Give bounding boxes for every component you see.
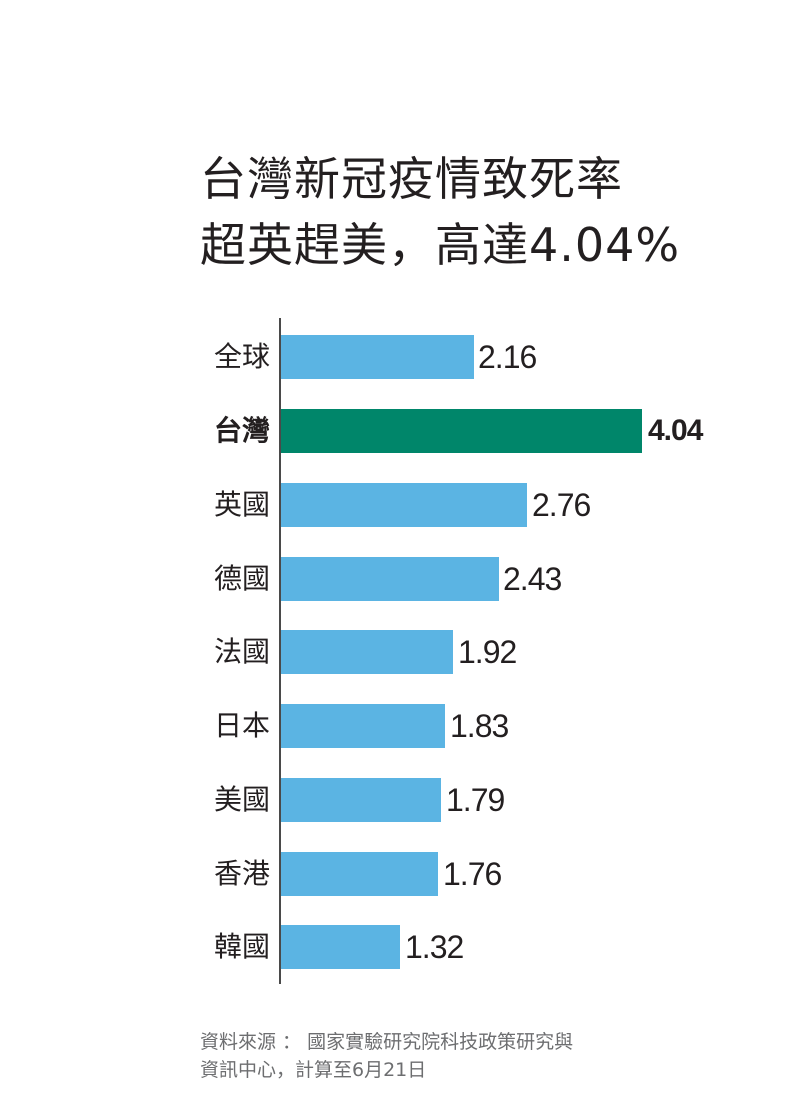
chart-title: 台灣新冠疫情致死率 超英趕美，高達4.04%	[200, 146, 760, 278]
bar-row: 英國 2.76	[0, 483, 792, 527]
bar	[281, 557, 499, 601]
category-label: 法國	[213, 635, 270, 668]
category-label: 美國	[213, 783, 270, 816]
value-label: 2.76	[532, 487, 591, 523]
value-label: 1.32	[405, 929, 464, 965]
category-label: 英國	[213, 488, 270, 521]
category-label: 日本	[213, 709, 270, 742]
bar	[281, 778, 441, 822]
bar	[281, 483, 527, 527]
value-label: 2.43	[503, 561, 562, 597]
bar-highlight	[281, 409, 642, 453]
value-label: 1.79	[446, 782, 505, 818]
bar	[281, 704, 445, 748]
bar-row: 韓國 1.32	[0, 925, 792, 969]
value-label: 4.04	[648, 414, 703, 447]
bar	[281, 852, 438, 896]
category-label: 全球	[213, 340, 270, 373]
source-note-line-2: 資訊中心，計算至6月21日	[200, 1059, 427, 1081]
bar-row: 德國 2.43	[0, 557, 792, 601]
bar-row: 美國 1.79	[0, 778, 792, 822]
category-label: 韓國	[213, 930, 270, 963]
bar	[281, 925, 400, 969]
bar-row: 法國 1.92	[0, 630, 792, 674]
value-label: 1.92	[458, 634, 517, 670]
y-axis-line	[279, 318, 281, 984]
bar-row-highlight: 台灣 4.04	[0, 409, 792, 453]
category-label: 台灣	[213, 414, 270, 447]
bar-row: 香港 1.76	[0, 852, 792, 896]
value-label: 1.83	[450, 708, 509, 744]
category-label: 德國	[213, 562, 270, 595]
bar-row: 日本 1.83	[0, 704, 792, 748]
bar-row: 全球 2.16	[0, 335, 792, 379]
bar-chart: 全球 2.16 台灣 4.04 英國 2.76 德國 2.43 法國 1.92 …	[0, 318, 792, 984]
value-label: 2.16	[478, 339, 537, 375]
category-label: 香港	[213, 857, 270, 890]
bar	[281, 335, 474, 379]
source-note: 資料來源 ： 國家實驗研究院科技政策研究與 資訊中心，計算至6月21日	[200, 1028, 760, 1084]
source-note-line-1: 資料來源 ： 國家實驗研究院科技政策研究與	[200, 1031, 574, 1053]
chart-title-line-2: 超英趕美，高達4.04%	[200, 218, 681, 272]
bar	[281, 630, 453, 674]
chart-title-line-1: 台灣新冠疫情致死率	[200, 152, 623, 206]
value-label: 1.76	[443, 856, 502, 892]
